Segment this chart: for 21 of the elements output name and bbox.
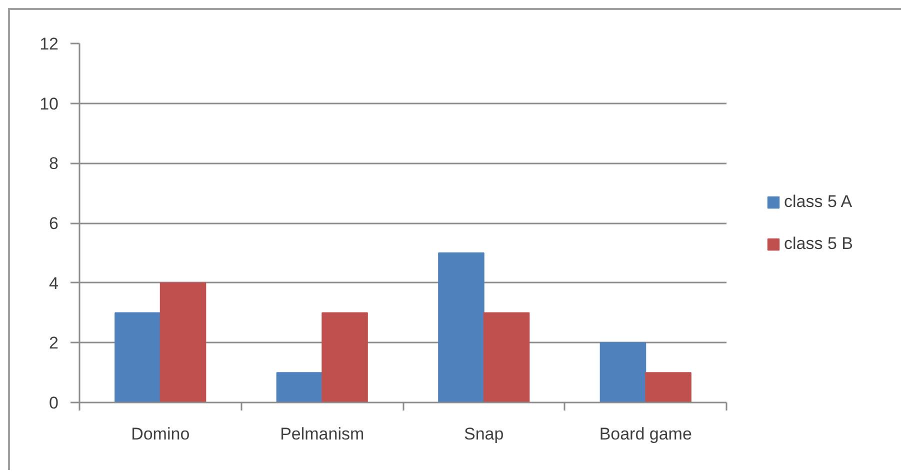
x-tick-label: Domino <box>131 424 190 444</box>
y-tick-label: 0 <box>49 394 59 412</box>
x-tick-label: Snap <box>464 424 504 444</box>
y-tick-label: 12 <box>40 34 59 54</box>
y-tick-label: 8 <box>49 154 59 174</box>
x-tick-label: Board game <box>599 424 692 444</box>
bar <box>600 342 646 402</box>
legend-label: class 5 A <box>784 192 852 212</box>
bar <box>160 282 206 402</box>
bar <box>114 312 161 402</box>
y-tick-label: 2 <box>49 334 59 353</box>
bar <box>645 372 692 402</box>
bar <box>438 252 484 402</box>
y-tick-label: 10 <box>40 94 59 114</box>
bar <box>483 312 530 402</box>
x-tick-label: Pelmanism <box>280 424 364 444</box>
legend-label: class 5 B <box>784 234 853 254</box>
y-tick-label: 4 <box>49 274 59 293</box>
y-tick-label: 6 <box>49 214 59 233</box>
bar <box>276 372 323 402</box>
bar <box>322 312 368 402</box>
